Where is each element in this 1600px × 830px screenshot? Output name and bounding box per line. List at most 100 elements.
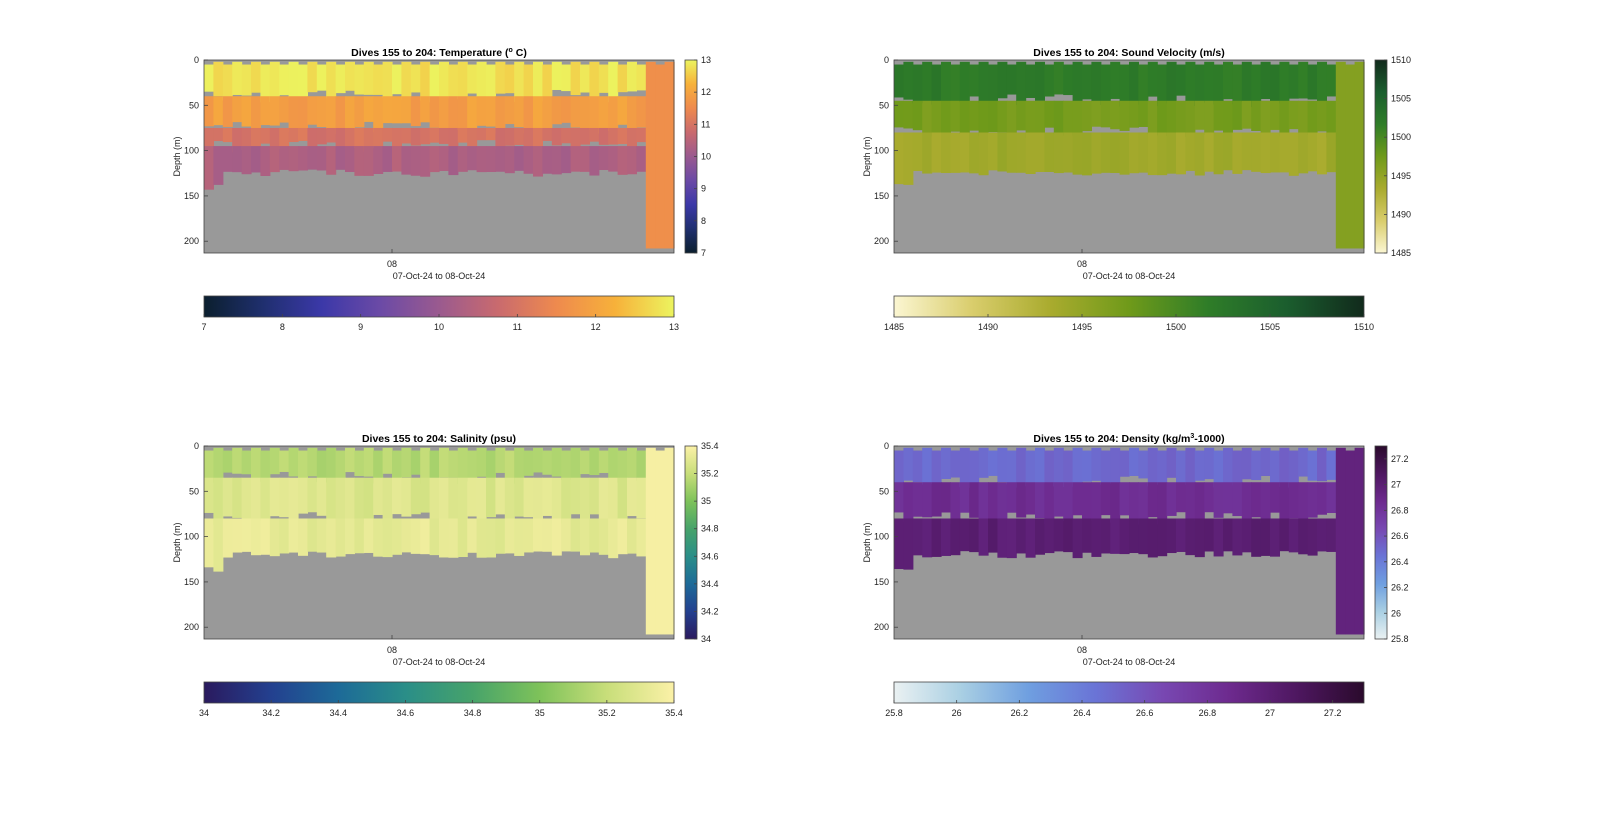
data-cell (1072, 518, 1083, 559)
data-cell (969, 450, 980, 488)
colorbar-h-tick-label: 7 (201, 322, 206, 332)
data-cell (1213, 132, 1224, 175)
data-cell (392, 477, 402, 515)
data-cell (232, 61, 243, 95)
data-cell (232, 96, 243, 123)
data-cell (439, 477, 449, 525)
data-cell (1082, 482, 1092, 524)
colorbar-vertical (684, 445, 698, 640)
data-cell (448, 477, 459, 519)
panel-salinity: 0 50 100 150 200 08 07-Oct-24 to 08-Oct-24 Dept… (172, 433, 719, 718)
data-cell (345, 447, 355, 473)
chart-title-superscript: 3 (1190, 433, 1194, 440)
data-cell (1100, 64, 1111, 105)
data-cell (222, 64, 233, 101)
data-cell (1025, 100, 1036, 138)
data-cell (997, 61, 1008, 99)
y-tick-label: 0 (194, 441, 199, 451)
data-cell (1147, 61, 1158, 97)
colorbar-tick-label: 12 (701, 87, 711, 97)
data-cell (1044, 100, 1055, 128)
data-cell (504, 518, 515, 554)
data-cell (988, 132, 998, 171)
data-cell (495, 146, 506, 172)
data-cell (1016, 518, 1027, 554)
data-cell (467, 64, 478, 94)
data-cell (1044, 132, 1055, 172)
panel-sound-velocity: 0 50 100 150 200 08 07-Oct-24 to 08-Oct-24 Dept… (862, 47, 1411, 332)
data-cell (1317, 61, 1327, 103)
data-cell (912, 64, 923, 104)
data-cell (1016, 61, 1027, 105)
colorbar-vertical (1374, 445, 1388, 640)
data-cell (997, 132, 1008, 172)
data-cell (410, 96, 421, 127)
data-cell (1260, 518, 1271, 556)
data-cell (561, 146, 572, 174)
data-cell (1016, 132, 1027, 173)
data-cell (1025, 450, 1036, 487)
data-cell (997, 482, 1008, 519)
colorbar-h-tick-label: 25.8 (885, 708, 903, 718)
data-cell (894, 64, 904, 98)
data-cell (1260, 100, 1271, 133)
data-cell (1147, 482, 1158, 518)
data-cell (363, 518, 374, 553)
plot-frame (203, 59, 675, 254)
data-cell (978, 518, 989, 556)
data-cell (213, 127, 224, 142)
data-cell (655, 64, 666, 249)
data-cell (204, 127, 214, 147)
data-cell (1241, 132, 1252, 171)
data-cell (1157, 518, 1168, 557)
data-cell (941, 61, 951, 107)
data-cell (439, 518, 449, 558)
data-cell (495, 61, 506, 94)
data-cell (931, 100, 942, 137)
data-cell (1053, 100, 1064, 134)
data-cell (542, 518, 553, 552)
colorbar-h-tick-label: 27 (1265, 708, 1275, 718)
data-cell (382, 96, 393, 124)
data-cell (232, 146, 243, 173)
data-cell (1166, 100, 1177, 136)
panel-temperature: 0 50 100 150 200 08 07-Oct-24 to 08-Oct-24 Dept… (172, 47, 711, 332)
data-cell (1100, 100, 1111, 128)
data-cell (1213, 450, 1224, 488)
data-cell (345, 96, 355, 133)
data-cell (533, 518, 543, 552)
data-cell (969, 64, 980, 97)
data-cell (636, 127, 647, 143)
data-cell (580, 450, 590, 475)
data-cell (514, 127, 525, 145)
data-cell (269, 146, 280, 173)
colorbar-h-tick-label: 26 (952, 708, 962, 718)
y-tick-label: 200 (184, 622, 199, 632)
colorbar-tick-label: 27 (1391, 480, 1401, 490)
data-cell (279, 96, 290, 123)
data-cell (997, 100, 1008, 133)
data-cell (1194, 132, 1205, 176)
data-cell (410, 477, 421, 515)
y-axis-label: Depth (m) (862, 136, 872, 176)
data-cell (1176, 100, 1186, 137)
data-cell (486, 64, 496, 101)
data-cell (241, 146, 252, 175)
data-cell (1213, 100, 1224, 131)
data-cell (392, 146, 402, 172)
data-cell (1354, 447, 1365, 635)
data-cell (941, 100, 951, 134)
data-cell (1298, 61, 1309, 99)
data-cell (950, 482, 961, 524)
data-cell (486, 96, 496, 127)
data-cell (1335, 61, 1346, 249)
data-cell (1232, 64, 1243, 105)
data-cell (997, 447, 1008, 483)
colorbar-h-tick-label: 34 (199, 708, 209, 718)
data-cell (645, 447, 656, 635)
data-cell (1082, 132, 1092, 176)
data-cell (1270, 518, 1280, 557)
data-cell (598, 146, 609, 171)
data-cell (420, 127, 431, 145)
y-tick-label: 150 (184, 577, 199, 587)
